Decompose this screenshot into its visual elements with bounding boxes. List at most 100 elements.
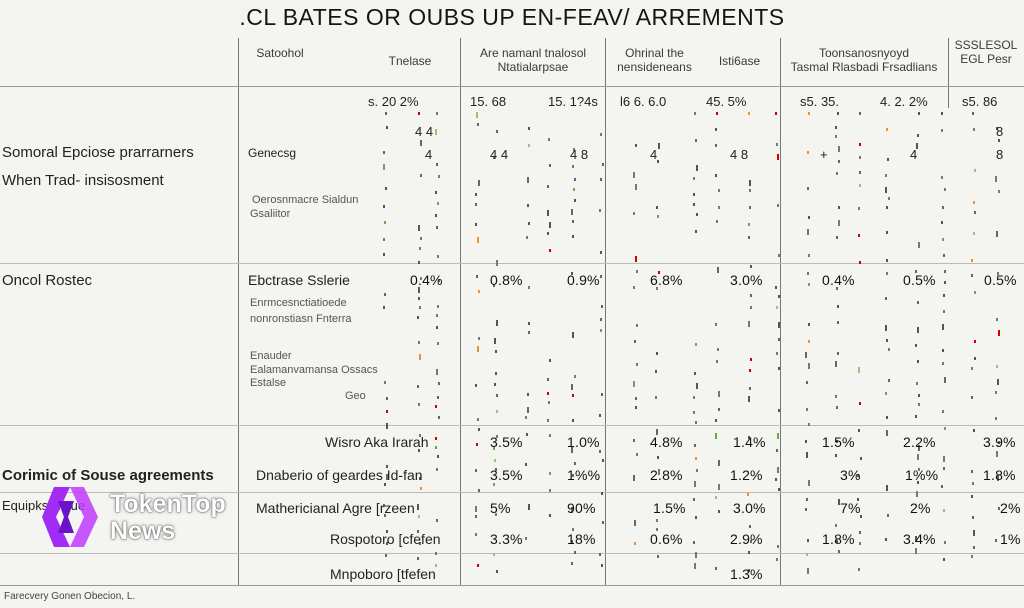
texture-dot <box>384 381 386 384</box>
column-divider <box>605 38 606 586</box>
cell-mark: + <box>820 147 828 162</box>
texture-dot <box>715 419 717 422</box>
texture-dot <box>775 286 777 289</box>
texture-dot <box>838 220 840 226</box>
texture-dot <box>942 238 944 241</box>
texture-dot <box>836 406 838 409</box>
texture-dot <box>475 203 477 206</box>
cell-mark: 4 4 <box>490 147 509 162</box>
texture-dot <box>601 564 603 567</box>
texture-dot <box>971 495 973 498</box>
value-cell: 2.2% <box>903 434 936 450</box>
texture-dot <box>837 352 839 355</box>
texture-dot <box>694 372 696 375</box>
texture-dot <box>835 135 837 138</box>
texture-dot <box>859 184 861 187</box>
texture-dot <box>601 492 603 495</box>
texture-dot <box>417 385 419 388</box>
texture-dot <box>806 498 808 501</box>
texture-dot <box>383 205 385 208</box>
texture-dot <box>915 415 917 418</box>
texture-dot <box>942 324 944 330</box>
value-cell: 5% <box>490 500 511 516</box>
top-value: 15. 1?4s <box>548 94 598 109</box>
texture-dot <box>386 542 388 545</box>
texture-dot <box>528 286 530 289</box>
texture-dot <box>437 396 439 399</box>
texture-dot <box>383 504 385 507</box>
texture-dot <box>918 468 920 471</box>
texture-dot <box>995 391 997 394</box>
texture-dot <box>527 407 529 413</box>
texture-dot <box>943 254 945 257</box>
texture-dot <box>995 539 997 542</box>
texture-dot <box>805 508 807 511</box>
texture-dot <box>525 537 527 540</box>
texture-dot <box>776 143 778 146</box>
texture-dot <box>658 271 660 274</box>
texture-dot <box>718 408 720 411</box>
texture-dot <box>749 189 751 192</box>
texture-dot <box>995 417 997 420</box>
texture-dot <box>528 144 530 147</box>
texture-dot <box>436 326 438 329</box>
texture-dot <box>917 454 919 460</box>
texture-dot <box>858 207 860 210</box>
texture-dot <box>718 484 720 490</box>
texture-dot <box>696 165 698 171</box>
texture-dot <box>633 439 635 442</box>
texture-dot <box>572 394 574 397</box>
texture-dot <box>384 293 386 296</box>
texture-dot <box>571 384 573 390</box>
texture-dot <box>528 127 530 130</box>
texture-dot <box>695 230 697 233</box>
texture-dot <box>549 359 551 362</box>
texture-dot <box>808 363 810 369</box>
texture-dot <box>493 156 495 159</box>
texture-dot <box>599 553 601 556</box>
texture-dot <box>941 112 943 115</box>
texture-dot <box>635 144 637 147</box>
texture-dot <box>572 165 574 168</box>
texture-dot <box>635 397 637 400</box>
texture-dot <box>748 396 750 402</box>
texture-dot <box>750 265 752 268</box>
texture-dot <box>636 363 638 366</box>
texture-dot <box>750 358 752 361</box>
texture-dot <box>435 214 437 217</box>
row-label: nonronstiasn Fnterra <box>250 313 352 325</box>
texture-dot <box>778 338 780 341</box>
texture-dot <box>944 377 946 383</box>
value-cell: 1%% <box>905 467 939 483</box>
texture-dot <box>807 539 809 542</box>
page-title: .CL BATES OR OUBS UP EN-FEAV/ ARREMENTS <box>239 4 785 30</box>
texture-dot <box>435 191 437 194</box>
header-col3: Are namanl tnalosol Ntatialarpsae <box>479 46 587 74</box>
texture-dot <box>658 469 660 475</box>
texture-dot <box>859 171 861 174</box>
section-label: When Trad- insisosment <box>2 172 164 189</box>
texture-dot <box>549 514 551 517</box>
texture-dot <box>941 485 943 488</box>
top-value: s5. 86 <box>962 94 998 109</box>
value-cell: 90% <box>567 500 596 516</box>
value-cell: 3.0% <box>730 272 763 288</box>
footer-caption: Farecvery Gonen Obecion, L. <box>4 591 136 602</box>
texture-dot <box>418 515 420 518</box>
texture-dot <box>420 487 422 490</box>
texture-dot <box>693 203 695 206</box>
header-col1: Satoohol <box>256 46 304 60</box>
header-col2: Tnelase <box>388 54 432 68</box>
texture-dot <box>943 509 945 512</box>
texture-dot <box>435 129 437 135</box>
texture-dot <box>572 474 574 477</box>
texture-dot <box>417 316 419 319</box>
texture-dot <box>805 440 807 443</box>
texture-dot <box>417 557 419 560</box>
texture-dot <box>633 475 635 481</box>
header-col4: Ohrinal the nensideneans <box>617 46 692 74</box>
texture-dot <box>528 331 530 334</box>
texture-dot <box>655 396 657 399</box>
top-value: l6 6. 6.0 <box>620 94 667 109</box>
texture-dot <box>657 215 659 218</box>
